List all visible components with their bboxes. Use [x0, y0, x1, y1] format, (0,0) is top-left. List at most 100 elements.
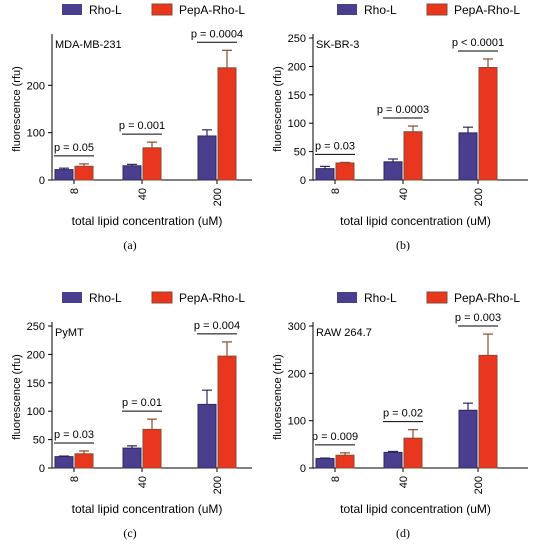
bar-PepA-Rho-L-200 [478, 354, 498, 469]
y-tick-label: 100 [27, 406, 45, 418]
y-tick-label: 0 [39, 175, 45, 187]
bar-Rho-L-8 [54, 456, 74, 469]
bar-PepA-Rho-L-200 [217, 355, 237, 469]
legend-label-0: Rho-L [89, 3, 122, 17]
p-value-annotation: p = 0.03 [54, 429, 94, 441]
x-axis-label: total lipid concentration (uM) [72, 214, 223, 228]
y-tick-label: 200 [27, 349, 45, 361]
legend-label-1: PepA-Rho-L [454, 291, 520, 305]
bar-PepA-Rho-L-8 [74, 165, 94, 181]
y-tick-label: 50 [294, 147, 306, 159]
bar-PepA-Rho-L-40 [403, 437, 423, 469]
bar-PepA-Rho-L-40 [142, 428, 162, 469]
legend-label-0: Rho-L [364, 3, 397, 17]
p-value-annotation: p = 0.003 [455, 312, 501, 324]
x-tick-label-40: 40 [137, 476, 149, 488]
p-value-annotation: p = 0.01 [122, 397, 162, 409]
p-value-annotation: p = 0.05 [54, 142, 94, 154]
legend-swatch-0 [337, 4, 357, 15]
legend-swatch-1 [426, 3, 448, 16]
x-tick-label-200: 200 [212, 188, 224, 206]
panel-label: PyMT [55, 327, 84, 339]
y-tick-label: 200 [288, 61, 306, 73]
bar-PepA-Rho-L-8 [335, 162, 355, 181]
legend-swatch-1 [151, 3, 173, 16]
y-tick-label: 200 [288, 368, 306, 380]
x-axis-label: total lipid concentration (uM) [340, 502, 491, 516]
y-tick-label: 150 [288, 90, 306, 102]
panel-label: SK-BR-3 [316, 39, 359, 51]
x-tick-label-200: 200 [473, 188, 485, 206]
bar-Rho-L-200 [458, 409, 478, 469]
y-tick-label: 300 [288, 321, 306, 333]
panel-c-caption: (c) [123, 526, 137, 540]
p-value-annotation: p < 0.0001 [452, 37, 504, 49]
panel-label: RAW 264.7 [316, 327, 372, 339]
bar-PepA-Rho-L-8 [335, 454, 355, 469]
x-axis-label: total lipid concentration (uM) [340, 214, 491, 228]
x-tick-label-40: 40 [398, 188, 410, 200]
p-value-annotation: p = 0.009 [312, 431, 358, 443]
x-tick-label-8: 8 [330, 188, 342, 194]
legend-label-0: Rho-L [89, 291, 122, 305]
y-tick-label: 0 [39, 463, 45, 475]
x-tick-label-200: 200 [212, 476, 224, 494]
y-tick-label: 0 [300, 463, 306, 475]
bar-PepA-Rho-L-40 [142, 147, 162, 181]
p-value-annotation: p = 0.0003 [377, 104, 429, 116]
y-tick-label: 0 [300, 175, 306, 187]
bar-Rho-L-40 [383, 161, 403, 181]
x-axis-label: total lipid concentration (uM) [72, 502, 223, 516]
bar-PepA-Rho-L-40 [403, 131, 423, 181]
x-tick-label-40: 40 [137, 188, 149, 200]
bar-Rho-L-200 [197, 135, 217, 181]
chart-panel-3: Rho-L PepA-Rho-L 0 100 200 300 fluorescence (r… [272, 291, 528, 516]
legend-label-1: PepA-Rho-L [454, 3, 520, 17]
y-axis-label: fluorescence (rfu) [272, 66, 284, 152]
x-tick-label-8: 8 [69, 188, 81, 194]
bar-Rho-L-8 [315, 458, 335, 469]
panel-a-caption: (a) [123, 238, 137, 252]
x-tick-label-200: 200 [473, 476, 485, 494]
p-value-annotation: p = 0.0004 [191, 28, 243, 40]
x-tick-label-40: 40 [398, 476, 410, 488]
bar-Rho-L-40 [383, 451, 403, 469]
chart-panel-2: Rho-L PepA-Rho-L 0 50 100 150 200 250 fluorescen… [11, 291, 252, 516]
bar-PepA-Rho-L-200 [217, 67, 237, 181]
legend-swatch-1 [151, 291, 173, 304]
bar-Rho-L-8 [54, 169, 74, 181]
legend-label-0: Rho-L [364, 291, 397, 305]
legend-swatch-0 [337, 292, 357, 303]
y-tick-label: 100 [27, 128, 45, 140]
panel-b-caption: (b) [396, 238, 410, 252]
y-tick-label: 50 [33, 435, 45, 447]
legend-label-1: PepA-Rho-L [179, 3, 245, 17]
x-tick-label-8: 8 [69, 476, 81, 482]
chart-panel-1: Rho-L PepA-Rho-L 0 50 100 150 200 250 fluorescen… [272, 3, 528, 228]
legend-label-1: PepA-Rho-L [179, 291, 245, 305]
bar-Rho-L-200 [197, 403, 217, 469]
y-tick-label: 250 [27, 321, 45, 333]
bar-Rho-L-40 [122, 447, 142, 469]
panel-label: MDA-MB-231 [55, 39, 122, 51]
bar-Rho-L-8 [315, 168, 335, 181]
y-tick-label: 200 [27, 80, 45, 92]
p-value-annotation: p = 0.004 [194, 320, 240, 332]
chart-panel-0: Rho-L PepA-Rho-L 0 100 200 fluorescence (rfu)… [11, 3, 252, 228]
y-tick-label: 250 [288, 33, 306, 45]
y-tick-label: 100 [288, 118, 306, 130]
bar-Rho-L-40 [122, 165, 142, 181]
bar-PepA-Rho-L-8 [74, 453, 94, 469]
y-axis-label: fluorescence (rfu) [11, 354, 23, 440]
p-value-annotation: p = 0.001 [119, 120, 165, 132]
bar-PepA-Rho-L-200 [478, 67, 498, 181]
legend-swatch-0 [62, 292, 82, 303]
p-value-annotation: p = 0.02 [383, 408, 423, 420]
legend-swatch-1 [426, 291, 448, 304]
bar-Rho-L-200 [458, 132, 478, 181]
p-value-annotation: p = 0.03 [315, 140, 355, 152]
y-axis-label: fluorescence (rfu) [11, 66, 23, 152]
y-axis-label: fluorescence (rfu) [272, 354, 284, 440]
y-tick-label: 150 [27, 378, 45, 390]
